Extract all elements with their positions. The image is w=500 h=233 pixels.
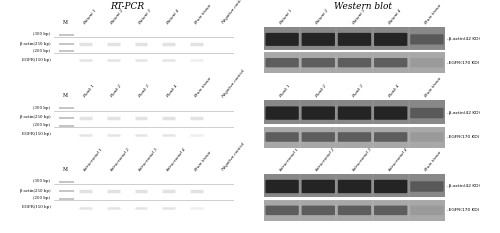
Text: RT-PCR: RT-PCR [110,2,144,11]
Text: Intracranial 4: Intracranial 4 [166,147,186,172]
FancyBboxPatch shape [374,106,408,120]
FancyBboxPatch shape [302,132,335,142]
Text: M: M [63,167,68,172]
Text: (300 bp): (300 bp) [34,106,50,110]
FancyBboxPatch shape [266,206,299,215]
Bar [264,200,445,221]
Text: Intracranial 1: Intracranial 1 [279,147,300,172]
Text: Negative control: Negative control [221,142,246,172]
FancyBboxPatch shape [410,34,444,45]
FancyBboxPatch shape [410,181,444,192]
FancyBboxPatch shape [266,33,299,46]
Text: Intracranial 4: Intracranial 4 [388,147,408,172]
FancyBboxPatch shape [266,132,299,142]
Text: Flank 3: Flank 3 [352,84,364,99]
Text: (200 bp): (200 bp) [34,123,50,127]
Text: (200 bp): (200 bp) [34,196,50,200]
Text: Brain tissue: Brain tissue [193,150,212,172]
Text: (300 bp): (300 bp) [34,32,50,36]
Text: Patient 2: Patient 2 [110,8,125,25]
FancyBboxPatch shape [338,33,371,46]
FancyBboxPatch shape [374,206,408,215]
Text: M: M [63,93,68,98]
Text: EGFR(150 bp): EGFR(150 bp) [22,58,50,62]
FancyBboxPatch shape [374,132,408,142]
Text: Intracranial 2: Intracranial 2 [110,147,131,172]
Text: -EGFR(170 KD): -EGFR(170 KD) [447,61,479,65]
Text: Intracranial 3: Intracranial 3 [138,147,158,172]
FancyBboxPatch shape [266,106,299,120]
Text: Flank 1: Flank 1 [279,84,292,99]
Text: Brain tissue: Brain tissue [193,3,212,25]
FancyBboxPatch shape [338,206,371,215]
Bar [264,27,445,50]
Text: EGFR(150 bp): EGFR(150 bp) [22,206,50,209]
FancyBboxPatch shape [338,106,371,120]
Bar [264,52,445,73]
Text: -EGFR(170 KD): -EGFR(170 KD) [447,135,479,139]
Text: Brain tissue: Brain tissue [424,150,442,172]
Text: Brain tissue: Brain tissue [424,76,442,99]
Text: Intracranial 2: Intracranial 2 [315,147,336,172]
Text: Flank 1: Flank 1 [82,84,95,99]
FancyBboxPatch shape [338,132,371,142]
Text: Brain tissue: Brain tissue [424,3,442,25]
FancyBboxPatch shape [266,180,299,193]
Text: Flank 2: Flank 2 [315,84,328,99]
Text: β-actin(250 bp): β-actin(250 bp) [20,115,50,119]
Text: -β-actin(42 KD): -β-actin(42 KD) [447,111,480,115]
Text: Negative control: Negative control [221,0,246,25]
FancyBboxPatch shape [410,132,444,142]
Text: M: M [63,20,68,25]
Text: EGFR(150 bp): EGFR(150 bp) [22,132,50,136]
Text: Flank 4: Flank 4 [388,84,400,99]
FancyBboxPatch shape [374,58,408,67]
Text: (300 bp): (300 bp) [34,179,50,183]
FancyBboxPatch shape [410,58,444,67]
FancyBboxPatch shape [302,180,335,193]
Text: Flank 4: Flank 4 [166,84,178,99]
FancyBboxPatch shape [410,206,444,215]
FancyBboxPatch shape [302,58,335,67]
Text: Patient 1: Patient 1 [279,8,293,25]
FancyBboxPatch shape [374,180,408,193]
Text: Patient 4: Patient 4 [388,8,402,25]
Text: β-actin(250 bp): β-actin(250 bp) [20,41,50,46]
Text: Negative control: Negative control [221,69,246,99]
FancyBboxPatch shape [302,106,335,120]
Text: (200 bp): (200 bp) [34,49,50,53]
Text: -β-actin(42 KD): -β-actin(42 KD) [447,185,480,188]
FancyBboxPatch shape [302,33,335,46]
FancyBboxPatch shape [374,33,408,46]
Text: Flank 2: Flank 2 [110,84,123,99]
Text: Patient 1: Patient 1 [82,8,97,25]
FancyBboxPatch shape [302,206,335,215]
Bar [264,127,445,148]
Text: Patient 4: Patient 4 [166,8,180,25]
Text: Patient 2: Patient 2 [315,8,330,25]
FancyBboxPatch shape [410,108,444,118]
Text: -EGFR(170 KD): -EGFR(170 KD) [447,208,479,212]
Text: Brain tissue: Brain tissue [193,76,212,99]
FancyBboxPatch shape [338,58,371,67]
Text: β-actin(250 bp): β-actin(250 bp) [20,189,50,193]
FancyBboxPatch shape [338,180,371,193]
Text: Intracranial 1: Intracranial 1 [82,147,103,172]
Text: Western blot: Western blot [334,2,392,11]
Text: Intracranial 3: Intracranial 3 [352,147,372,172]
Text: Flank 3: Flank 3 [138,84,150,99]
Text: Patient 3: Patient 3 [138,8,152,25]
Bar [264,100,445,124]
Text: Patient 3: Patient 3 [352,8,366,25]
Bar [264,174,445,198]
FancyBboxPatch shape [266,58,299,67]
Text: -β-actin(42 KD): -β-actin(42 KD) [447,37,480,41]
